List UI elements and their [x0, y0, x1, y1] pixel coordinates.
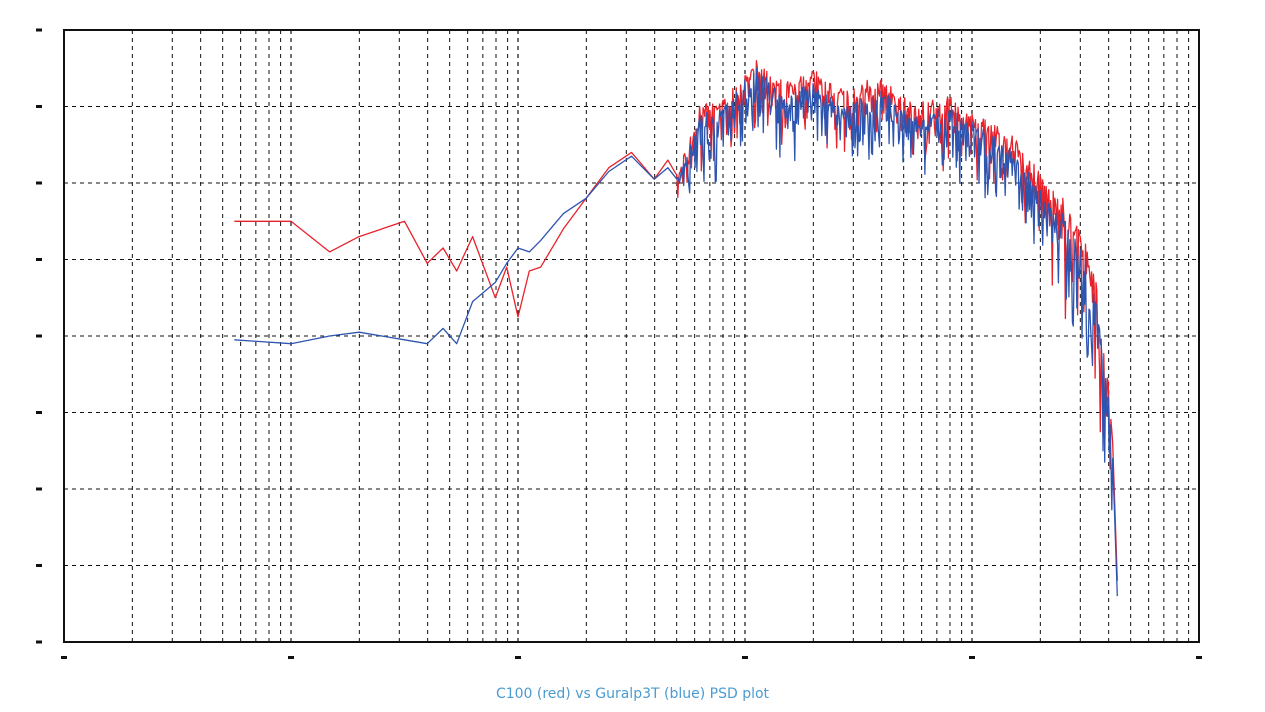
y-tick-mark: [36, 28, 42, 32]
chart-caption: C100 (red) vs Guralp3T (blue) PSD plot: [495, 686, 770, 702]
x-tick-mark: [1196, 656, 1202, 659]
y-tick-mark: [36, 640, 42, 644]
y-tick-mark: [36, 411, 42, 414]
grid: [64, 30, 1199, 642]
x-tick-mark: [515, 656, 521, 659]
y-tick-mark: [36, 181, 42, 185]
y-tick-mark: [36, 105, 42, 108]
series-line-guralp3t: [234, 67, 1118, 597]
y-tick-mark: [36, 258, 42, 261]
x-tick-mark: [742, 656, 748, 659]
axis-ticks: [36, 28, 1202, 659]
y-tick-mark: [36, 564, 42, 567]
y-tick-mark: [36, 334, 42, 338]
plot-frame: [63, 29, 1200, 643]
y-tick-mark: [36, 487, 42, 491]
series-group: [234, 59, 1118, 597]
x-tick-mark: [969, 656, 975, 659]
x-tick-mark: [288, 656, 294, 659]
x-tick-mark: [61, 656, 67, 659]
